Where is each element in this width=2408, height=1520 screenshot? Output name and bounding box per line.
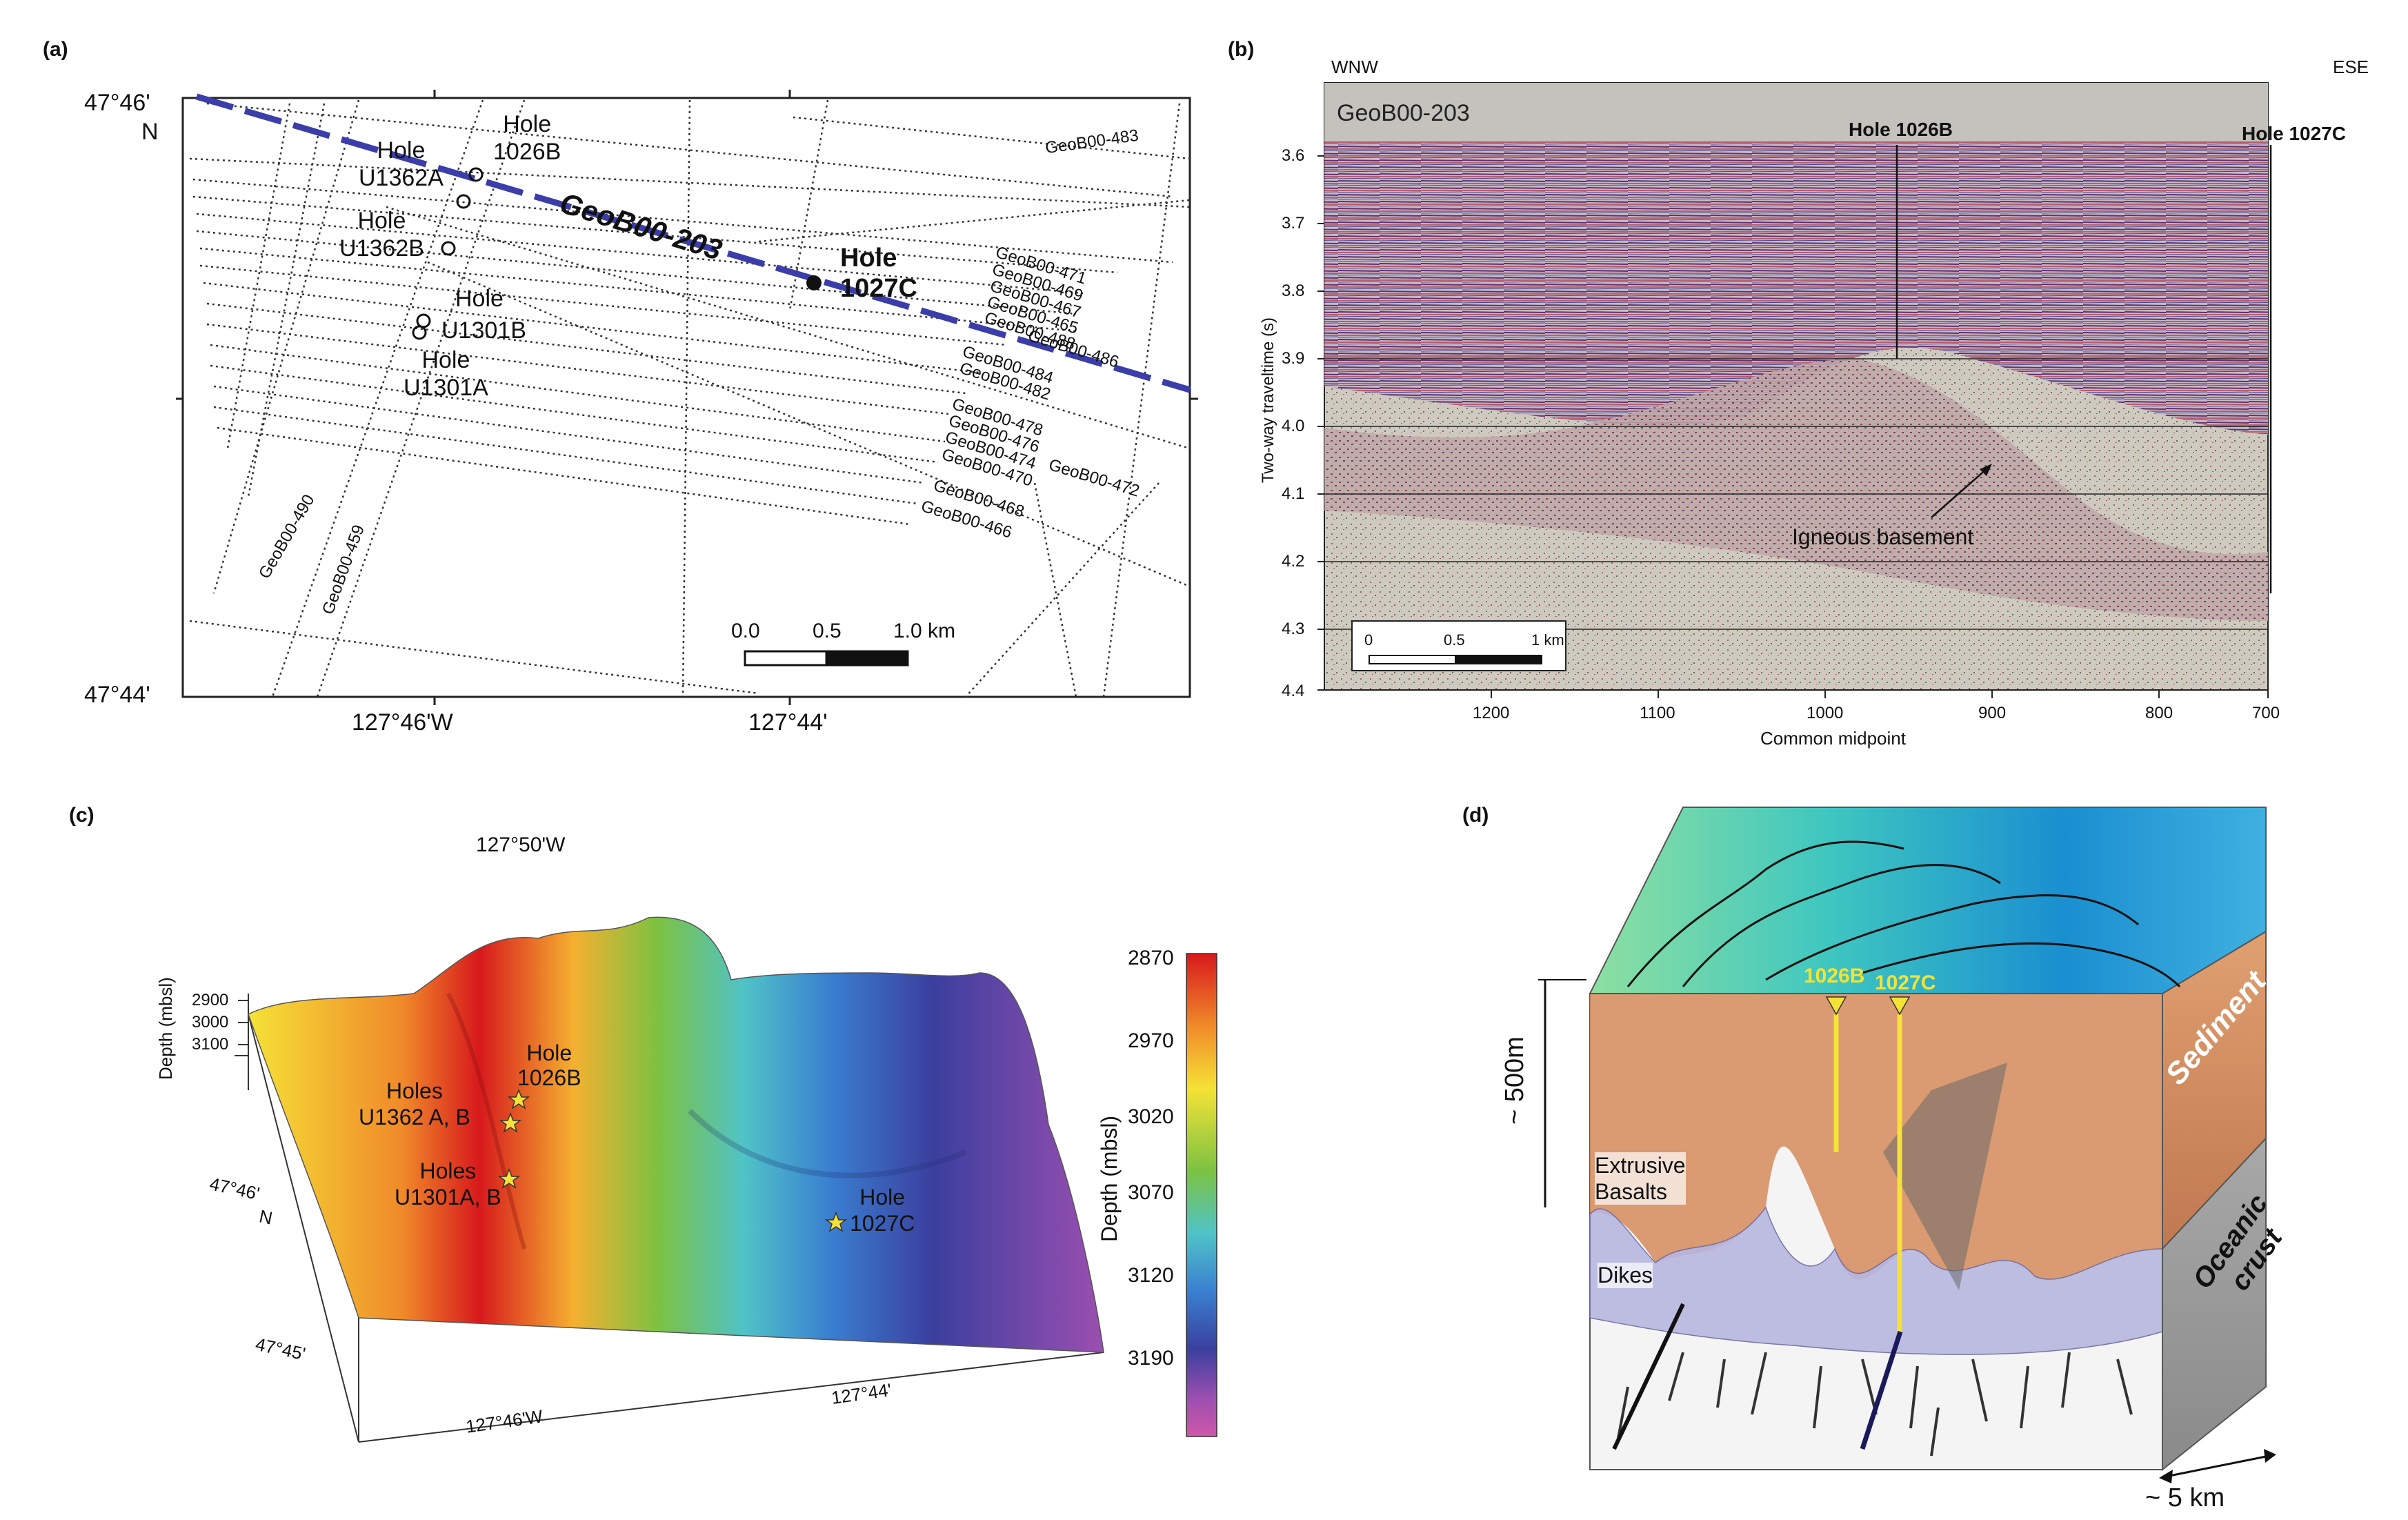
colorbar-tick: 3190 [1128, 1347, 1174, 1370]
colorbar-tick: 3070 [1128, 1181, 1174, 1204]
z-axis-label: Depth (mbsl) [155, 977, 176, 1080]
lon-left-label: 127°46'W [352, 709, 453, 736]
hole-u1301a-label: Hole U1301A [404, 347, 488, 401]
lat-top-label: 47°46' [84, 90, 150, 116]
hole-1026b-label: Hole 1026B [517, 1040, 581, 1090]
x-tick-label: 1200 [1473, 704, 1510, 722]
panel-d-label: (d) [1462, 804, 1489, 827]
lon-right-label: 127°44' [748, 709, 828, 736]
y-tick-label: 3.7 [1282, 214, 1305, 233]
holes-u1362-label: Holes U1362 A, B [359, 1078, 470, 1129]
igneous-basement-zone [1324, 359, 2268, 621]
crust-block-diagram [1538, 807, 2276, 1483]
seismic-scale-0: 0 [1364, 631, 1373, 649]
hole-1027c-marker [1889, 996, 1911, 1016]
hole-1027c-label: Hole 1027C [850, 1185, 915, 1236]
hole-1027c-tag: 1027C [1875, 971, 1936, 994]
panel-a: (a) 47°46' N 47°44' 127°46'W 127°44' [0, 0, 1214, 759]
hole-1026b-marker [1825, 996, 1847, 1016]
hole-markers [412, 167, 484, 340]
z-tick-label: 3000 [192, 1013, 229, 1032]
y-tick-label: 3.6 [1282, 146, 1305, 165]
z-tick-label: 3100 [192, 1035, 229, 1054]
seafloor-surface [1589, 807, 2267, 994]
seismic-profile [1317, 82, 2272, 698]
map-scale-bar [744, 650, 909, 667]
profile-label: GeoB00-203 [1337, 100, 1470, 126]
map-frame [181, 97, 1191, 698]
sediment-reflectors [1324, 141, 2268, 435]
x-tick-label: 1000 [1807, 704, 1844, 722]
hole-1027c-label: Hole 1027C [840, 244, 917, 303]
y-tick-label: 4.4 [1282, 682, 1305, 700]
survey-lines [189, 99, 1191, 698]
bathymetry-surface [248, 916, 1104, 1353]
igneous-basement-label: Igneous basement [1792, 524, 1974, 549]
y-tick-label: 4.0 [1282, 417, 1305, 435]
scale-label-2: 1.0 km [893, 620, 956, 642]
x-tick-label: 800 [2145, 704, 2173, 722]
seismic-scale-1: 0.5 [1444, 631, 1465, 649]
hole-1026b-tag: 1026B [1804, 965, 1865, 987]
hole-u1362a-label: Hole U1362A [359, 137, 444, 191]
panel-a-label: (a) [43, 38, 68, 61]
colorbar-tick: 3120 [1128, 1264, 1174, 1287]
colorbar-tick: 3020 [1128, 1105, 1174, 1128]
colorbar-tick: 2870 [1128, 947, 1174, 969]
annotation-arrow [1931, 467, 1989, 518]
x-tick-label: 900 [1978, 704, 2007, 722]
depth-label: ~ 500m [1500, 1036, 1529, 1125]
panel-a-map [176, 90, 1198, 705]
lon-top-label: 127°50'W [476, 833, 566, 856]
hole-1027c-marker [806, 275, 822, 290]
hole-u1362b-label: Hole U1362B [339, 208, 424, 261]
panel-d: (d) [1242, 766, 2408, 1520]
y-tick-label: 4.1 [1282, 484, 1305, 503]
seismic-scale-2: 1 km [1531, 631, 1564, 649]
x-axis-label: Common midpoint [1760, 728, 1906, 749]
hole-1027c-title: Hole 1027C [2242, 123, 2346, 144]
direction-wnw: WNW [1331, 57, 1378, 77]
y-axis-label: Two-way traveltime (s) [1259, 317, 1277, 483]
z-tick-label: 2900 [192, 991, 229, 1009]
colorbar-label: Depth (mbsl) [1097, 1115, 1122, 1242]
colorbar-tick: 2970 [1128, 1029, 1174, 1052]
y-tick-label: 3.8 [1282, 282, 1305, 300]
panel-c: (c) 127°50'W [0, 766, 1242, 1520]
holes-u1301-label: Holes U1301A, B [395, 1158, 501, 1210]
y-tick-label: 4.3 [1282, 620, 1305, 638]
extrusive-basalts [1589, 1206, 2163, 1355]
scale-label-1: 0.5 [813, 620, 842, 642]
scale-label-0: 0.0 [731, 620, 760, 642]
y-tick-label: 3.9 [1282, 349, 1305, 368]
geob00-203-line [195, 93, 1191, 393]
depth-colorbar [1186, 953, 1217, 1437]
bathymetry-3d [235, 916, 1217, 1443]
hole-stars [497, 1088, 848, 1232]
panel-b-label: (b) [1228, 38, 1255, 61]
lat-bottom-label: 47°44' [84, 682, 150, 708]
x-tick-label: 1100 [1640, 704, 1675, 722]
extrusive-basalts-label: Extrusive Basalts [1595, 1152, 1686, 1205]
panel-c-label: (c) [69, 804, 94, 827]
hole-u1301b-label: Hole U1301B [441, 286, 526, 344]
dikes-label: Dikes [1598, 1263, 1653, 1288]
x-tick-label: 700 [2252, 704, 2280, 722]
y-tick-label: 4.2 [1282, 552, 1305, 571]
lat-top-n-label: N [141, 119, 159, 145]
width-arrow [2165, 1454, 2270, 1478]
direction-ese: ESE [2333, 57, 2369, 77]
panel-b: (b) WNW ESE [1214, 0, 2408, 759]
hole-1026b-title: Hole 1026B [1849, 119, 1953, 140]
hole-1026b-label: Hole 1026B [493, 111, 561, 165]
width-label: ~ 5 km [2145, 1483, 2225, 1512]
